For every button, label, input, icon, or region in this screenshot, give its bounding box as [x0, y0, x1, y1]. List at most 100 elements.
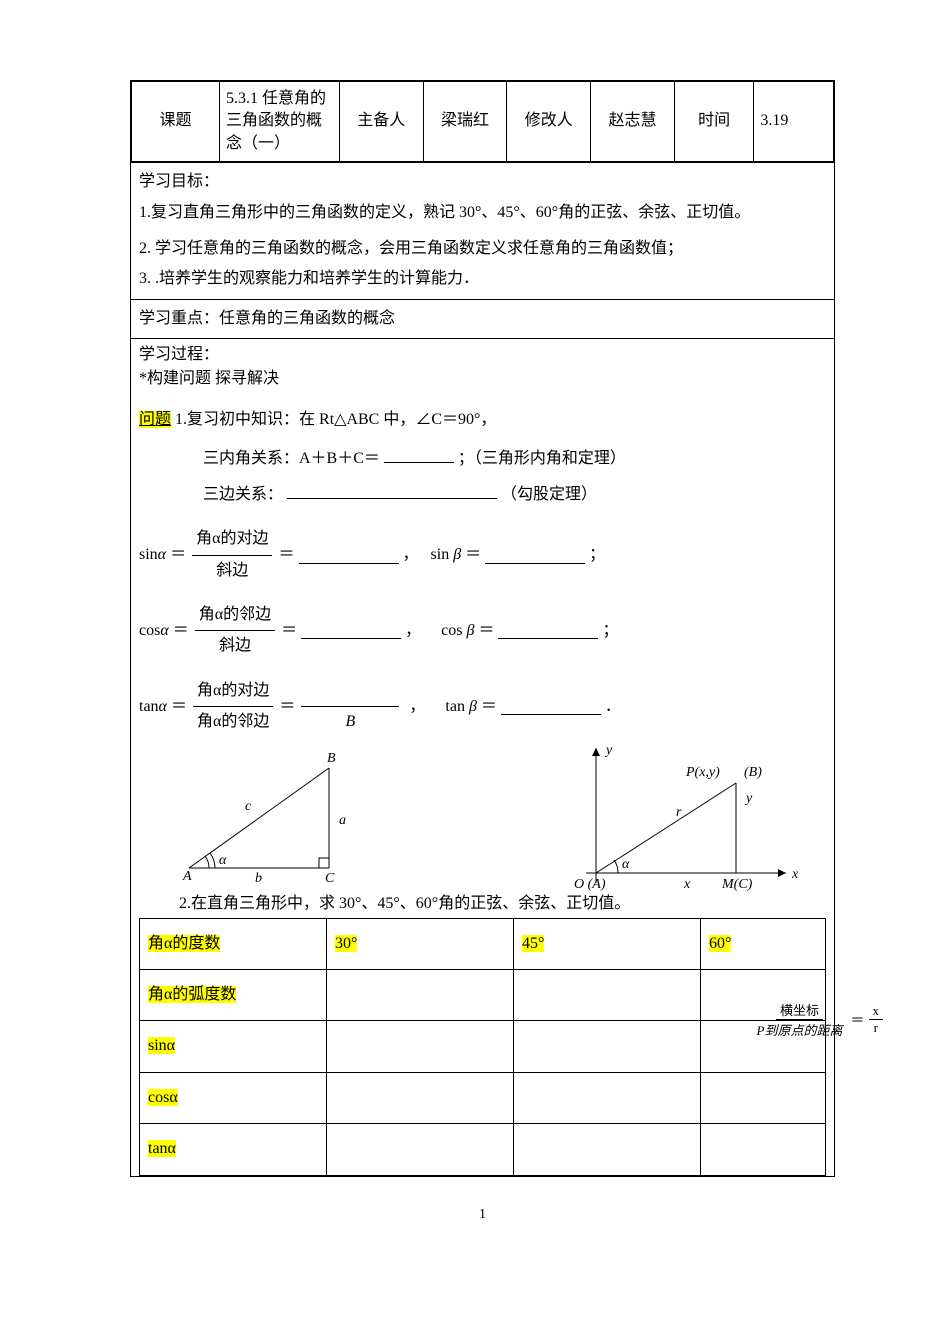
sin-beta: sin β — [431, 540, 462, 570]
formula-tan: tanα ＝ 角α的对边 角α的邻边 ＝ B ， tan β ＝ ． — [139, 676, 826, 738]
tan-beta: tan β — [445, 692, 477, 722]
axis-y: y — [604, 743, 613, 758]
lbl-A: A — [182, 869, 192, 884]
goal-1: 1.复习直角三角形中的三角函数的定义，熟记 30°、45°、60°角的正弦、余弦… — [139, 198, 826, 228]
cell-r5c2 — [327, 1124, 514, 1175]
cell-r4c2 — [327, 1072, 514, 1123]
q1-line2a: 三内角关系：A＋B＋C＝ — [203, 450, 384, 467]
page: 课题 5.3.1 任意角的三角函数的概念（一） 主备人 梁瑞红 修改人 赵志慧 … — [0, 0, 945, 1337]
float-frac-cn: 横坐标 P到原点的距离 — [753, 1000, 847, 1039]
goal-3: 3. .培养学生的观察能力和培养学生的计算能力． — [139, 264, 826, 294]
lbl-b: b — [255, 871, 262, 886]
q1-line3: 三边关系： （勾股定理） — [139, 480, 826, 510]
eq3: ＝ — [171, 692, 187, 722]
lbl-B: B — [327, 751, 336, 766]
formula-sin: sinα ＝ 角α的对边 斜边 ＝ ， sin β ＝ ； — [139, 524, 826, 586]
cell-r1c2: 30° — [335, 935, 357, 952]
hdr-keti-label: 课题 — [132, 82, 220, 162]
frac-cos: 角α的邻边 斜边 — [195, 600, 275, 662]
frac-sin: 角α的对边 斜边 — [192, 524, 272, 586]
blank-sin-a — [299, 547, 399, 564]
diagrams-row: A B C b a c α y x — [139, 738, 826, 898]
semi2: ； — [602, 616, 618, 646]
row-degrees: 角α的度数 30° 45° 60° — [140, 918, 826, 969]
cell-r3c2 — [327, 1021, 514, 1072]
blank-sin-b — [485, 547, 585, 564]
row-radians: 角α的弧度数 — [140, 970, 826, 1021]
lbl-Bp: (B) — [744, 765, 762, 780]
cell-r5c3 — [514, 1124, 701, 1175]
cell-r5c1: tanα — [148, 1140, 176, 1157]
section-process: 学习过程： *构建问题 探寻解决 问题 1.复习初中知识：在 Rt△ABC 中，… — [131, 338, 834, 1175]
lbl-xm: x — [683, 877, 691, 892]
hdr-time-value: 3.19 — [754, 82, 834, 162]
blank-cos-a — [301, 622, 401, 639]
cell-r2c1: 角α的弧度数 — [148, 986, 236, 1003]
section-focus: 学习重点：任意角的三角函数的概念 — [131, 299, 834, 338]
cell-r4c1: cosα — [148, 1089, 178, 1106]
q1-line2b: ；（三角形内角和定理） — [458, 450, 626, 467]
hdr-zhubei-label: 主备人 — [339, 82, 423, 162]
blank-over-B: B — [301, 676, 399, 738]
process-title: 学习过程： — [139, 343, 826, 367]
cos-alpha: cosα — [139, 616, 169, 646]
hdr-time-label: 时间 — [674, 82, 754, 162]
hdr-xiugai-value: 赵志慧 — [591, 82, 675, 162]
eq2: ＝ — [173, 616, 189, 646]
lbl-alpha-left: α — [219, 853, 227, 868]
q1-line3b: （勾股定理） — [501, 486, 597, 503]
goals-title: 学习目标： — [139, 167, 826, 197]
cell-r5c4 — [701, 1124, 826, 1175]
blank-tan-b — [501, 698, 601, 715]
cell-r3c3 — [514, 1021, 701, 1072]
comma3: ， — [409, 692, 425, 722]
lbl-a: a — [339, 813, 346, 828]
cell-r1c1: 角α的度数 — [148, 935, 220, 952]
axis-x: x — [791, 867, 799, 882]
lbl-c: c — [245, 799, 252, 814]
lbl-y: y — [744, 791, 753, 806]
eq1b: ＝ — [278, 540, 294, 570]
blank-cos-b — [498, 622, 598, 639]
cell-r1c4: 60° — [709, 935, 731, 952]
section-goals: 学习目标： 1.复习直角三角形中的三角函数的定义，熟记 30°、45°、60°角… — [131, 162, 834, 299]
row-sin: sinα — [140, 1021, 826, 1072]
semi1: ； — [589, 540, 605, 570]
cell-r3c1: sinα — [148, 1037, 175, 1054]
lbl-MC: M(C) — [721, 877, 753, 892]
row-tan: tanα — [140, 1124, 826, 1175]
hdr-zhubei-value: 梁瑞红 — [423, 82, 507, 162]
cos-beta: cos β — [441, 616, 474, 646]
lbl-C: C — [325, 871, 335, 886]
q1-intro: 1.复习初中知识：在 Rt△ABC 中，∠C＝90°， — [175, 411, 496, 428]
q1-line3a: 三边关系： — [203, 486, 283, 503]
diagram-coord: y x α P(x,y) (B) r y O (A) x M(C) — [556, 738, 816, 898]
tan-alpha: tanα — [139, 692, 167, 722]
sin-alpha: sinα — [139, 540, 166, 570]
document-frame: 课题 5.3.1 任意角的三角函数的概念（一） 主备人 梁瑞红 修改人 赵志慧 … — [130, 80, 835, 1177]
period3: ． — [605, 692, 621, 722]
values-table: 角α的度数 30° 45° 60° 角α的弧度数 sinα — [139, 918, 826, 1176]
cell-r2c2 — [327, 970, 514, 1021]
cell-r4c4 — [701, 1072, 826, 1123]
comma1: ， — [403, 540, 419, 570]
lbl-alpha-right: α — [622, 857, 630, 872]
process-sub: *构建问题 探寻解决 — [139, 367, 826, 391]
question-1: 问题 1.复习初中知识：在 Rt△ABC 中，∠C＝90°， — [139, 405, 826, 435]
float-frac-xr: x r — [869, 1003, 884, 1036]
formula-cos: cosα ＝ 角α的邻边 斜边 ＝ ， cos β ＝ ； — [139, 600, 826, 662]
goal-2: 2. 学习任意角的三角函数的概念，会用三角函数定义求任意角的三角函数值； — [139, 234, 826, 264]
q1-line2: 三内角关系：A＋B＋C＝ ；（三角形内角和定理） — [139, 444, 826, 474]
blank-sides — [287, 482, 497, 499]
lbl-P: P(x,y) — [685, 765, 720, 780]
diagram-triangle: A B C b a c α — [159, 738, 379, 888]
lbl-OA: O (A) — [574, 877, 606, 892]
question-label: 问题 — [139, 411, 171, 428]
eq1c: ＝ — [465, 540, 481, 570]
row-cos: cosα — [140, 1072, 826, 1123]
eq2b: ＝ — [281, 616, 297, 646]
blank-angles — [384, 446, 454, 463]
float-formula: 横坐标 P到原点的距离 ＝ x r — [751, 1000, 885, 1039]
eq1: ＝ — [170, 540, 186, 570]
eq3b: ＝ — [279, 692, 295, 722]
